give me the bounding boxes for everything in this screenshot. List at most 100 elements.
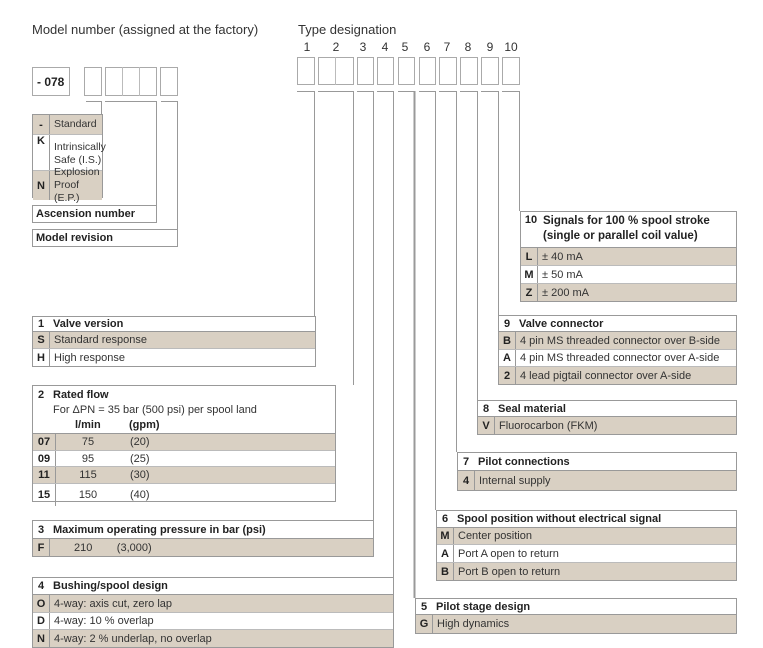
option-table-t2: 2 Rated flow For ΔPN = 35 bar (500 psi) pe… <box>32 385 336 506</box>
model-type-row: K Intrinsically Safe (I.S.) <box>33 135 106 171</box>
ascension-number-label: Ascension number <box>32 205 157 223</box>
option-row: A Port A open to return <box>437 545 736 563</box>
table-title: Valve version <box>53 318 124 330</box>
model-type-code: N <box>33 171 50 200</box>
ascension-number-box <box>105 67 157 96</box>
option-code: B <box>499 332 516 349</box>
type-position-box-10 <box>502 57 520 85</box>
option-code: 2 <box>499 367 516 384</box>
option-text: 210 (3,000) <box>74 541 152 554</box>
position-number: 1 <box>303 40 311 54</box>
option-code: O <box>33 595 50 612</box>
table-header: 3 Maximum operating pressure in bar (psi) <box>33 521 373 539</box>
option-code: 4 <box>458 471 475 490</box>
option-code: D <box>33 613 50 629</box>
type-position-box-2 <box>318 57 354 85</box>
option-code: 09 <box>33 451 56 466</box>
option-table-t4: 4 Bushing/spool design O 4-way: axis cut, z… <box>32 577 394 648</box>
table-title: Bushing/spool design <box>53 580 168 592</box>
table-header: 4 Bushing/spool design <box>33 578 393 595</box>
table-title: Pilot connections <box>478 455 570 468</box>
column-header-gpm: (gpm) <box>129 419 160 431</box>
table-title: Seal material <box>498 402 566 415</box>
option-row: 11 115 (30) <box>33 467 335 484</box>
model-revision-box <box>160 67 178 96</box>
option-row: 07 75 (20) <box>33 434 335 451</box>
option-row: H High response <box>33 349 315 366</box>
table-title: Valve connector <box>519 317 604 330</box>
option-table-t6: 6 Spool position without electrical signa… <box>436 510 737 581</box>
option-row: M Center position <box>437 528 736 545</box>
table-header: 10 Signals for 100 % spool stroke (single… <box>521 212 736 248</box>
table-header: 2 Rated flow For ΔPN = 35 bar (500 psi) pe… <box>33 386 335 434</box>
option-text: 4 pin MS threaded connector over B-side <box>520 334 720 347</box>
position-number: 3 <box>359 40 367 54</box>
option-code: M <box>437 528 454 544</box>
option-text: Center position <box>458 530 532 542</box>
option-text: Fluorocarbon (FKM) <box>499 419 598 432</box>
option-text: ± 50 mA <box>542 268 583 281</box>
option-table-t9: 9 Valve connector B 4 pin MS threaded conne… <box>498 315 737 385</box>
option-row: F 210 (3,000) <box>33 539 373 556</box>
option-code: V <box>478 417 495 434</box>
table-number: 7 <box>462 455 470 468</box>
option-text: Standard response <box>54 334 147 346</box>
type-position-box-7 <box>439 57 457 85</box>
option-code: 07 <box>33 434 56 450</box>
type-position-box-5 <box>398 57 415 85</box>
option-row: B 4 pin MS threaded connector over B-side <box>499 332 736 350</box>
option-table-t8: 8 Seal material V Fluorocarbon (FKM) <box>477 400 737 435</box>
option-row: Z ± 200 mA <box>521 284 736 301</box>
position-number: 9 <box>486 40 494 54</box>
divider <box>122 67 123 96</box>
table-number: 8 <box>482 402 490 415</box>
table-number: 1 <box>37 318 45 330</box>
option-code: A <box>499 350 516 366</box>
option-code: 15 <box>33 484 56 506</box>
table-number: 5 <box>420 600 428 613</box>
option-code: 11 <box>33 467 56 483</box>
table-number: 10 <box>524 214 538 226</box>
option-text: High response <box>54 351 125 364</box>
flow-gpm: (25) <box>130 452 150 465</box>
table-header: 6 Spool position without electrical signa… <box>437 511 736 528</box>
position-number: 5 <box>401 40 409 54</box>
position-number: 6 <box>423 40 431 54</box>
table-title: Signals for 100 % spool stroke (single o… <box>543 215 710 242</box>
option-text: Port A open to return <box>458 547 559 560</box>
option-text: ± 40 mA <box>542 250 583 263</box>
option-row: M ± 50 mA <box>521 266 736 284</box>
option-row: 2 4 lead pigtail connector over A-side <box>499 367 736 384</box>
model-type-text: Intrinsically Safe (I.S.) <box>54 141 106 166</box>
divider <box>335 57 336 85</box>
option-table-t10: 10 Signals for 100 % spool stroke (single… <box>520 211 737 302</box>
position-number: 10 <box>504 40 518 54</box>
option-row: S Standard response <box>33 332 315 349</box>
position-number: 2 <box>332 40 340 54</box>
option-row: A 4 pin MS threaded connector over A-side <box>499 350 736 367</box>
type-position-box-8 <box>460 57 478 85</box>
model-type-table: - Standard K Intrinsically Safe (I.S.) N Expl… <box>32 114 106 204</box>
type-position-box-9 <box>481 57 499 85</box>
option-table-t3: 3 Maximum operating pressure in bar (psi)… <box>32 520 374 557</box>
option-row: G High dynamics <box>416 615 736 633</box>
flow-gpm: (20) <box>130 436 150 448</box>
flow-gpm: (40) <box>130 489 150 501</box>
model-prefix-box: - 078 <box>32 67 70 96</box>
option-row: 09 95 (25) <box>33 451 335 467</box>
table-title: Rated flow <box>53 389 109 401</box>
option-text: 4-way: 2 % underlap, no overlap <box>54 632 212 645</box>
model-type-code: K <box>33 135 50 170</box>
type-position-box-1 <box>297 57 315 85</box>
option-text: 4-way: 10 % overlap <box>54 615 154 627</box>
option-text: 4-way: axis cut, zero lap <box>54 597 172 610</box>
option-row: N 4-way: 2 % underlap, no overlap <box>33 630 393 647</box>
option-code: S <box>33 332 50 348</box>
table-header: 8 Seal material <box>478 401 736 417</box>
table-number: 9 <box>503 317 511 330</box>
option-row: 15 150 (40) <box>33 484 335 506</box>
option-text: High dynamics <box>437 618 510 630</box>
option-code: A <box>437 545 454 562</box>
position-number: 8 <box>464 40 472 54</box>
